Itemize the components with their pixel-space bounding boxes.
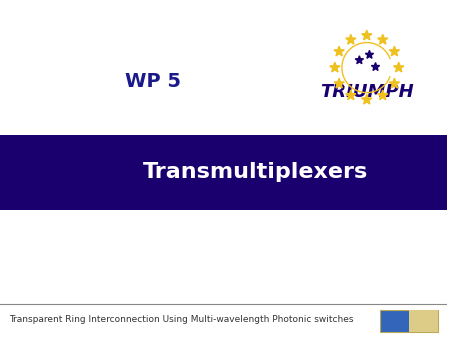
Text: Transparent Ring Interconnection Using Multi-wavelength Photonic switches: Transparent Ring Interconnection Using M… (9, 315, 353, 324)
Bar (0, 135, 447, 210)
Polygon shape (389, 46, 400, 56)
Polygon shape (365, 50, 374, 58)
Polygon shape (394, 62, 404, 72)
Text: WP 5: WP 5 (125, 72, 181, 91)
Polygon shape (371, 63, 380, 71)
Text: Transmultiplexers: Transmultiplexers (143, 162, 369, 183)
Polygon shape (346, 90, 356, 100)
Polygon shape (334, 46, 344, 56)
Bar (380, 310, 438, 332)
Polygon shape (346, 34, 356, 44)
Polygon shape (330, 62, 340, 72)
Polygon shape (389, 78, 400, 88)
Polygon shape (378, 90, 388, 100)
Polygon shape (362, 30, 372, 40)
Polygon shape (334, 78, 344, 88)
Bar (409, 310, 438, 332)
Polygon shape (355, 56, 364, 64)
Text: TRIUMPH: TRIUMPH (320, 83, 414, 101)
Polygon shape (362, 94, 372, 104)
Polygon shape (378, 34, 388, 44)
